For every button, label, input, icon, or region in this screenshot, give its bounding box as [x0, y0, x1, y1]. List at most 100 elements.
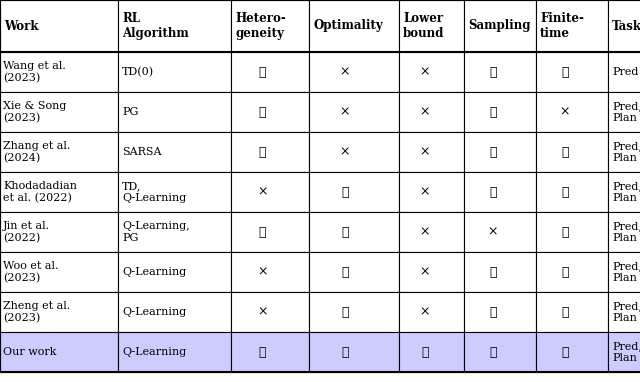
Bar [309, 92, 399, 132]
Bar [231, 52, 309, 92]
Text: ×: × [340, 105, 350, 118]
Text: SARSA: SARSA [122, 147, 161, 157]
Text: TD(0): TD(0) [122, 67, 154, 77]
Text: ×: × [420, 186, 430, 199]
Bar [231, 212, 309, 252]
Text: Pred,
Plan: Pred, Plan [612, 261, 640, 283]
Text: ✓: ✓ [341, 306, 349, 319]
Bar [231, 332, 309, 372]
Text: Q-Learning: Q-Learning [122, 347, 186, 357]
Text: Q-Learning: Q-Learning [122, 307, 186, 317]
Bar [231, 252, 309, 292]
Text: ✓: ✓ [489, 306, 497, 319]
Bar [0, 332, 118, 372]
Text: ✓: ✓ [489, 186, 497, 199]
Bar [0, 252, 118, 292]
Text: Task: Task [612, 19, 640, 32]
Text: Pred,
Plan: Pred, Plan [612, 301, 640, 323]
Bar [399, 212, 464, 252]
Bar [536, 0, 608, 52]
Bar [309, 172, 399, 212]
Text: Q-Learning,
PG: Q-Learning, PG [122, 221, 189, 243]
Bar [231, 92, 309, 132]
Bar [118, 132, 231, 172]
Bar [608, 332, 640, 372]
Bar [309, 252, 399, 292]
Bar [536, 212, 608, 252]
Text: Zhang et al.
(2024): Zhang et al. (2024) [3, 141, 70, 163]
Bar [536, 332, 608, 372]
Text: ✓: ✓ [561, 146, 568, 159]
Bar [0, 172, 118, 212]
Text: ×: × [420, 225, 430, 238]
Text: ✓: ✓ [561, 225, 568, 238]
Bar [608, 0, 640, 52]
Text: TD,
Q-Learning: TD, Q-Learning [122, 181, 186, 203]
Text: Khodadadian
et al. (2022): Khodadadian et al. (2022) [3, 181, 77, 203]
Text: ✓: ✓ [421, 345, 429, 358]
Bar [0, 52, 118, 92]
Bar [118, 212, 231, 252]
Bar [0, 92, 118, 132]
Bar [0, 292, 118, 332]
Bar [536, 292, 608, 332]
Bar [399, 292, 464, 332]
Bar [118, 92, 231, 132]
Text: ✓: ✓ [341, 265, 349, 278]
Bar [464, 172, 536, 212]
Text: ✓: ✓ [561, 345, 568, 358]
Bar [0, 0, 118, 52]
Text: ✓: ✓ [259, 225, 266, 238]
Text: ✓: ✓ [489, 146, 497, 159]
Text: Wang et al.
(2023): Wang et al. (2023) [3, 61, 66, 83]
Text: Finite-
time: Finite- time [540, 12, 584, 40]
Bar [464, 132, 536, 172]
Bar [118, 332, 231, 372]
Bar [309, 0, 399, 52]
Bar [309, 332, 399, 372]
Text: Pred,
Plan: Pred, Plan [612, 341, 640, 363]
Bar [0, 212, 118, 252]
Bar [118, 52, 231, 92]
Bar [399, 132, 464, 172]
Text: Optimality: Optimality [313, 19, 383, 32]
Text: ×: × [488, 225, 498, 238]
Text: Our work: Our work [3, 347, 56, 357]
Text: ✓: ✓ [341, 225, 349, 238]
Text: Hetero-
geneity: Hetero- geneity [235, 12, 285, 40]
Text: ×: × [420, 146, 430, 159]
Text: ✓: ✓ [341, 186, 349, 199]
Bar [309, 52, 399, 92]
Text: Pred,
Plan: Pred, Plan [612, 221, 640, 243]
Text: ✓: ✓ [259, 345, 266, 358]
Text: Pred,
Plan: Pred, Plan [612, 141, 640, 163]
Bar [399, 332, 464, 372]
Bar [608, 172, 640, 212]
Bar [399, 252, 464, 292]
Bar [231, 132, 309, 172]
Text: Xie & Song
(2023): Xie & Song (2023) [3, 101, 67, 123]
Bar [0, 132, 118, 172]
Bar [118, 292, 231, 332]
Text: ✓: ✓ [489, 65, 497, 78]
Text: PG: PG [122, 107, 138, 117]
Text: ✓: ✓ [561, 186, 568, 199]
Bar [536, 132, 608, 172]
Bar [118, 0, 231, 52]
Text: Pred,
Plan: Pred, Plan [612, 101, 640, 123]
Bar [608, 52, 640, 92]
Bar [536, 172, 608, 212]
Text: ✓: ✓ [259, 65, 266, 78]
Bar [464, 52, 536, 92]
Text: ✓: ✓ [561, 306, 568, 319]
Text: ×: × [257, 265, 268, 278]
Text: Woo et al.
(2023): Woo et al. (2023) [3, 261, 58, 283]
Text: ✓: ✓ [561, 265, 568, 278]
Text: ×: × [340, 65, 350, 78]
Text: ×: × [559, 105, 570, 118]
Bar [608, 212, 640, 252]
Bar [608, 292, 640, 332]
Text: ×: × [420, 306, 430, 319]
Bar [464, 292, 536, 332]
Text: ×: × [420, 65, 430, 78]
